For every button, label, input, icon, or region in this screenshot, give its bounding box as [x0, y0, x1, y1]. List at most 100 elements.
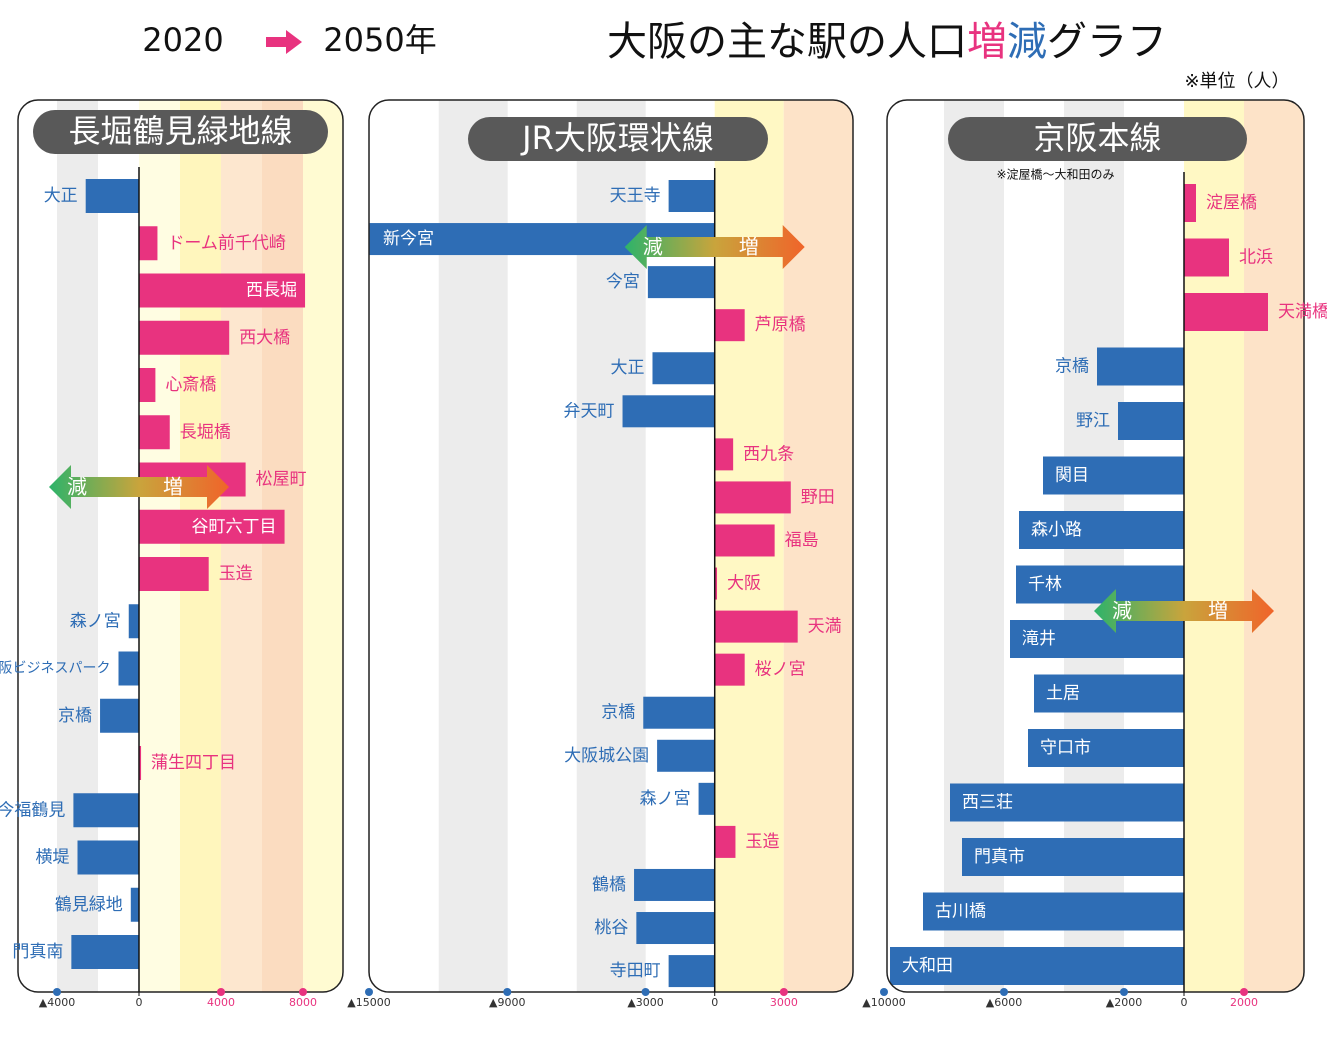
- tick-dot: [53, 988, 61, 996]
- bar-label: 天満橋: [1278, 302, 1327, 322]
- bar-label: 西長堀: [246, 281, 297, 301]
- bar-label: 大阪: [727, 574, 761, 594]
- bar-label: 土居: [1046, 684, 1080, 704]
- panel-border: [886, 99, 1305, 993]
- bar: [668, 180, 715, 212]
- bar-label: 淀屋橋: [1206, 193, 1257, 213]
- main-title: 大阪の主な駅の人口増減グラフ: [607, 19, 1167, 65]
- bar: [1010, 620, 1184, 658]
- tick-dot: [503, 988, 512, 996]
- bar-label: 門真南: [12, 942, 63, 962]
- tick-dot: [299, 988, 307, 996]
- bar: [962, 838, 1184, 876]
- bar-label: 桜ノ宮: [755, 660, 806, 680]
- tick-dot: [1000, 988, 1008, 996]
- bar: [139, 509, 285, 544]
- bar: [139, 415, 170, 450]
- bar: [647, 266, 715, 299]
- x-tick-label: 0: [711, 996, 718, 1009]
- bar: [714, 567, 718, 600]
- band: [180, 100, 221, 992]
- tick-dot: [779, 988, 788, 996]
- tick-dot: [217, 988, 225, 996]
- bar: [139, 557, 209, 591]
- bar-label: 弁天町: [564, 401, 615, 421]
- change-arrow: [49, 465, 229, 509]
- bar: [1097, 347, 1184, 386]
- x-tick-label: 4000: [207, 996, 235, 1009]
- year-arrow: [266, 30, 302, 54]
- bar: [923, 892, 1184, 931]
- increase-label: 増: [739, 235, 759, 259]
- increase-label: 増: [163, 475, 183, 499]
- x-tick-label: ▲2000: [1106, 996, 1142, 1009]
- bar: [714, 653, 745, 686]
- bar: [1019, 511, 1184, 549]
- x-tick-label: ▲10000: [862, 996, 905, 1009]
- bar: [890, 947, 1184, 985]
- x-tick-label: ▲9000: [489, 996, 525, 1009]
- bar: [1016, 565, 1184, 604]
- increase-label: 増: [1208, 599, 1228, 623]
- bar: [698, 782, 715, 815]
- bar-label: 北浜: [1239, 248, 1273, 268]
- bar-label: 野江: [1076, 411, 1110, 431]
- bar: [77, 840, 139, 875]
- x-tick-label: 3000: [770, 996, 798, 1009]
- bar: [950, 783, 1184, 822]
- title-pill: [468, 117, 768, 161]
- tick-dot: [641, 988, 650, 996]
- bar-label: 寺田町: [610, 961, 661, 981]
- bar-label: 西大橋: [239, 328, 290, 348]
- bar-label: 大阪城公園: [564, 746, 649, 766]
- bar: [139, 368, 156, 402]
- panel-border: [368, 99, 854, 993]
- x-tick-label: ▲4000: [39, 996, 75, 1009]
- bar-label: 門真市: [974, 847, 1025, 867]
- bar-label: 鶴橋: [592, 875, 626, 895]
- bar-label: 大阪ビジネスパーク: [0, 661, 111, 677]
- bar-label: 芦原橋: [755, 315, 806, 335]
- band: [221, 100, 262, 992]
- bar-label: 心斎橋: [165, 375, 216, 395]
- bar: [1184, 184, 1196, 222]
- tick-dot: [1240, 988, 1248, 996]
- bar-label: 関目: [1055, 466, 1089, 486]
- chart-title: 長堀鶴見緑地線: [68, 112, 292, 150]
- bar-label: 玉造: [219, 564, 253, 584]
- change-arrow: [1094, 589, 1274, 633]
- bar: [118, 651, 139, 686]
- bar: [130, 887, 139, 922]
- unit-note: ※単位（人）: [1184, 71, 1289, 92]
- bar-label: 西九条: [743, 444, 794, 464]
- bar-label: 大正: [44, 186, 78, 206]
- bar: [73, 793, 139, 828]
- bar: [1028, 729, 1184, 767]
- bar-label: 松屋町: [256, 470, 307, 490]
- decrease-label: 減: [643, 235, 663, 259]
- bar-label: 守口市: [1040, 738, 1091, 758]
- tick-dot: [880, 988, 888, 996]
- x-tick-label: 0: [1181, 996, 1188, 1009]
- bar-label: ドーム前千代崎: [167, 233, 286, 253]
- bar-label: 滝井: [1022, 629, 1056, 649]
- bar-label: 古川橋: [935, 902, 986, 922]
- bar: [1184, 293, 1268, 331]
- x-tick-label: 0: [136, 996, 143, 1009]
- bar-label: 今福鶴見: [0, 800, 65, 820]
- bar: [128, 604, 139, 639]
- band: [1184, 100, 1244, 992]
- bar-label: 新今宮: [383, 229, 434, 249]
- x-tick-label: ▲15000: [347, 996, 390, 1009]
- bar-label: 森ノ宮: [70, 611, 121, 631]
- bar-label: 森ノ宮: [640, 789, 691, 809]
- title-pill: [948, 117, 1247, 161]
- bar: [714, 825, 736, 858]
- bar: [643, 696, 715, 729]
- bar-label: 蒲生四丁目: [151, 753, 236, 773]
- bar-label: 福島: [785, 530, 819, 550]
- bar-label: 天王寺: [610, 186, 661, 206]
- bar: [714, 309, 745, 342]
- bar-label: 桃谷: [594, 918, 628, 938]
- decrease-label: 減: [1112, 599, 1132, 623]
